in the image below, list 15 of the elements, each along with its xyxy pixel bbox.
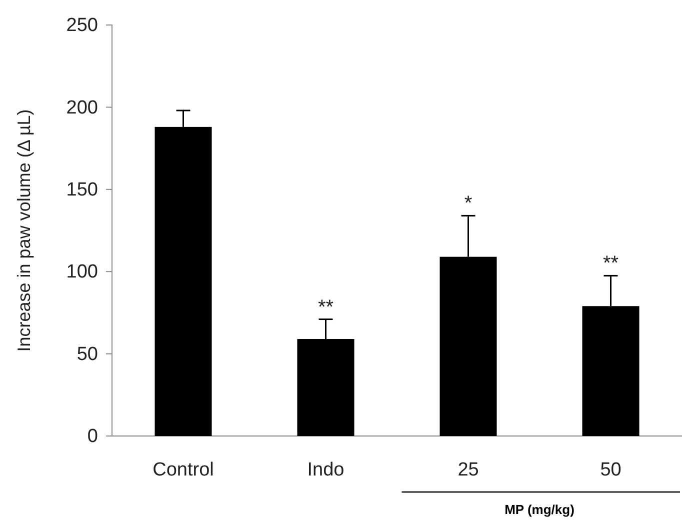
y-tick-label: 150 bbox=[66, 179, 98, 200]
x-tick-label: 50 bbox=[600, 459, 622, 480]
y-tick-label: 50 bbox=[76, 344, 98, 365]
y-tick-label: 100 bbox=[66, 262, 98, 283]
y-axis-title: Increase in paw volume (Δ µL) bbox=[14, 109, 34, 352]
annotation: ** bbox=[318, 296, 334, 318]
x-tick-label: Indo bbox=[307, 459, 344, 480]
annotation: ** bbox=[602, 252, 619, 275]
annotation: * bbox=[464, 192, 472, 215]
text: MP (mg/kg) bbox=[504, 502, 574, 517]
x-tick-label: 25 bbox=[458, 459, 479, 480]
y-tick-label: 200 bbox=[66, 97, 98, 118]
y-tick-label: 250 bbox=[66, 15, 98, 36]
y-tick-label: 0 bbox=[87, 426, 98, 448]
x-tick-label: Control bbox=[152, 459, 214, 480]
